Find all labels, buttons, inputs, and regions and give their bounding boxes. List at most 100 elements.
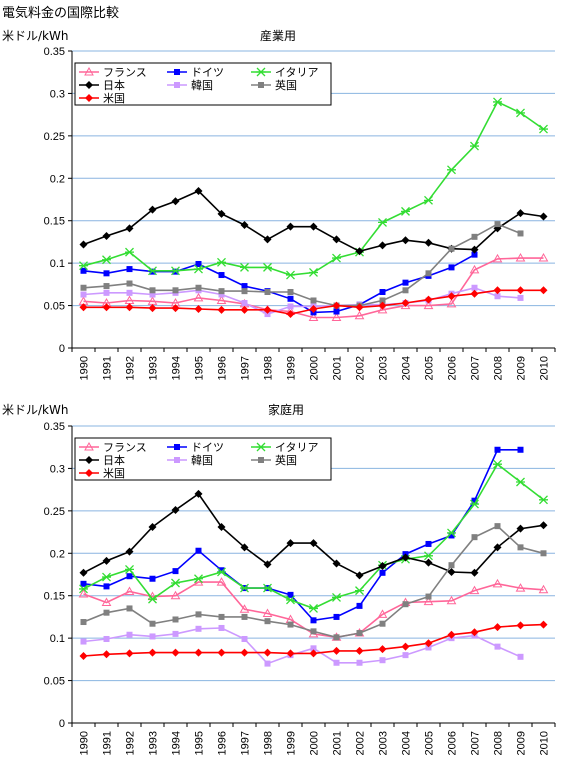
data-point [126,605,133,612]
data-point [493,286,502,295]
data-point [172,630,179,637]
data-point [494,523,501,530]
data-point [263,305,272,314]
data-point [309,539,318,548]
x-tick-label: 2006 [447,731,459,755]
data-point [424,238,433,247]
legend-label: 韓国 [191,79,213,92]
data-point [401,236,410,245]
legend-marker [256,442,266,452]
data-point [103,583,110,590]
data-point [126,573,133,580]
legend-label: フランス [103,441,147,454]
data-point [148,266,157,276]
data-point [423,596,434,606]
data-point [263,235,272,244]
data-point [402,287,409,294]
x-tick-label: 2009 [516,731,528,755]
data-point [172,616,179,623]
data-point [333,308,340,315]
data-point [194,304,203,313]
data-point [102,650,111,659]
data-point [102,556,111,565]
y-tick-label: 0.1 [50,258,65,270]
x-tick-label: 1996 [217,356,229,380]
data-point [308,312,319,321]
data-point [379,620,386,627]
data-point [494,446,501,453]
data-point [102,303,111,312]
data-point [447,567,456,576]
legend-label: 英国 [275,453,297,467]
data-point [377,609,388,618]
data-point [148,205,157,214]
y-axis-label: 米ドル/kWh [2,403,68,417]
data-point [241,288,248,295]
legend-marker [85,94,93,102]
data-point [448,245,455,252]
y-tick-label: 0.1 [50,633,65,645]
data-point [539,124,548,134]
legend-item: フランス [79,441,147,454]
series-line [83,627,521,665]
data-point [240,305,249,314]
legend-item: 英国 [251,453,297,467]
data-point [218,624,225,631]
x-tick-label: 1998 [263,356,275,380]
data-point [332,235,341,244]
data-point [264,288,271,295]
legend-label: ドイツ [191,441,224,454]
data-point [494,221,501,228]
legend-box [74,437,332,481]
data-point [80,580,87,587]
data-point [241,635,248,642]
data-point [379,288,386,295]
x-tick-label: 1992 [125,731,137,755]
legend-item: 英国 [251,78,297,92]
x-tick-label: 2005 [424,356,436,380]
data-point [287,621,294,628]
legend-marker [85,469,93,477]
data-point [286,222,295,231]
data-point [79,568,88,577]
chart-title: 産業用 [260,28,296,43]
data-point [218,613,225,620]
data-point [378,217,387,227]
data-point [424,551,433,561]
data-point [310,297,317,304]
data-point [80,284,87,291]
x-tick-label: 2001 [332,731,344,755]
data-point [171,304,180,313]
data-point [332,646,341,655]
data-point [424,195,433,205]
data-point [125,303,134,312]
data-point [470,628,479,637]
data-point [379,569,386,576]
legend-item: 韓国 [167,454,213,467]
chart-title: 家庭用 [268,402,304,417]
x-tick-label: 2010 [539,731,551,755]
legend-marker [256,67,266,77]
data-point [193,292,204,302]
data-point [78,589,89,598]
data-point [79,240,88,249]
data-point [263,262,272,272]
data-point [149,633,156,640]
x-tick-label: 1990 [79,731,91,755]
data-point [331,312,342,321]
data-point [355,571,364,580]
y-tick-label: 0.3 [50,88,65,100]
chart-household: 米ドル/kWh 家庭用 0 0.05 0.1 0.15 0.2 0.25 0.3 0.35 1990… [2,402,556,755]
x-tick-label: 2004 [401,356,413,380]
data-point [195,260,202,267]
data-point [125,224,134,233]
legend-item: 米国 [79,92,125,105]
data-point [286,649,295,658]
data-point [401,299,410,308]
data-point [103,609,110,616]
data-point [102,255,111,265]
data-point [516,286,525,295]
series-6 [79,620,548,660]
x-tick-label: 1991 [102,731,114,755]
data-point [492,253,503,263]
